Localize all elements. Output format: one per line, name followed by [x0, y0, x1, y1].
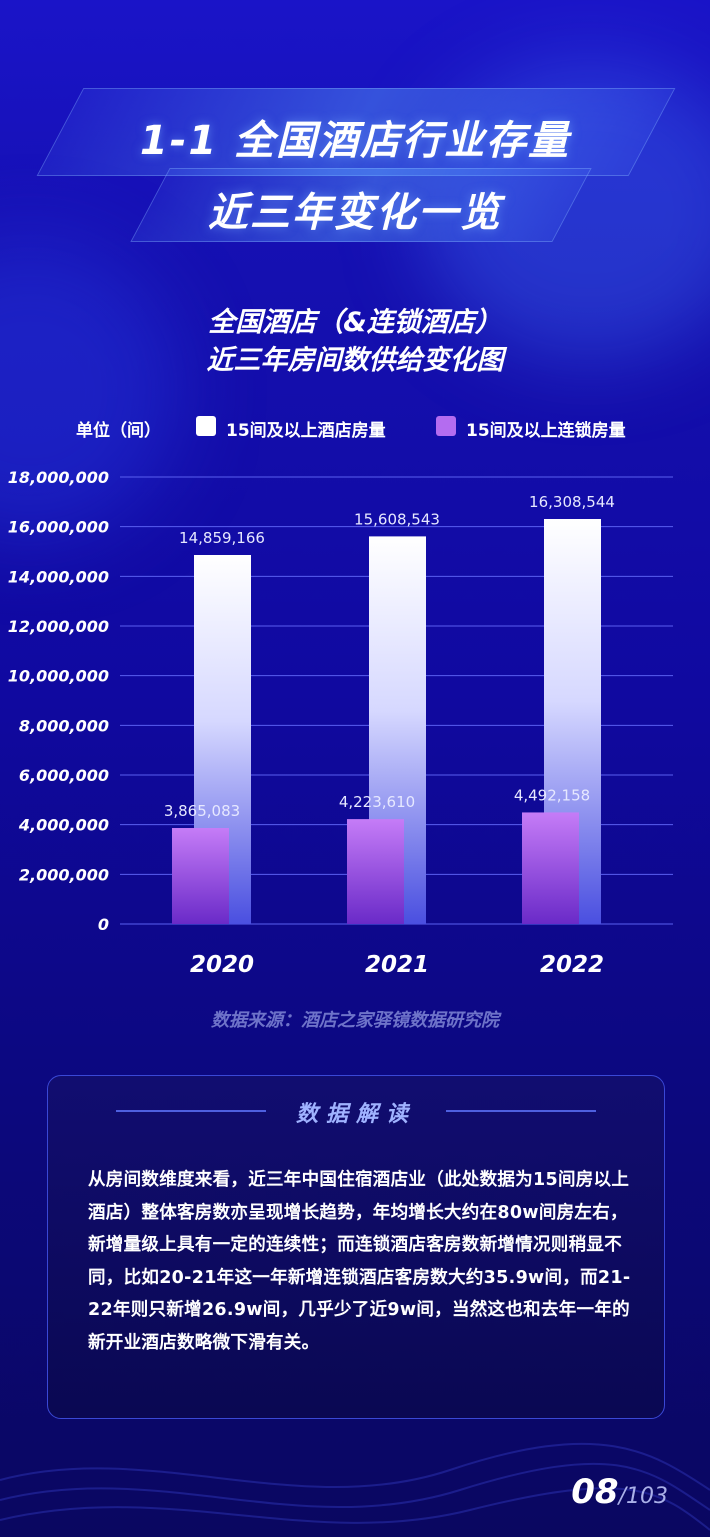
- y-tick-label: 6,000,000: [19, 766, 109, 785]
- y-tick-label: 2,000,000: [19, 865, 109, 884]
- y-tick-label: 4,000,000: [18, 816, 109, 835]
- legend-swatch-chains: [436, 416, 456, 436]
- data-label-chains: 3,865,083: [164, 802, 240, 820]
- data-label-chains: 4,223,610: [339, 793, 415, 811]
- legend-label-hotels: 15间及以上酒店房量: [226, 421, 386, 441]
- data-source: 数据来源：酒店之家驿镜数据研究院: [211, 1010, 499, 1031]
- legend-label-chains: 15间及以上连锁房量: [466, 421, 626, 441]
- data-interpretation-card: 数据解读 从房间数维度来看，近三年中国住宿酒店业（此处数据为15间房以上酒店）整…: [47, 1075, 665, 1419]
- card-title-rule-left: [116, 1110, 266, 1112]
- unit-label: 单位（间）: [76, 421, 161, 441]
- data-label-hotels: 15,608,543: [354, 510, 440, 528]
- data-label-chains: 4,492,158: [514, 786, 590, 804]
- y-tick-label: 12,000,000: [8, 617, 109, 636]
- data-label-hotels: 16,308,544: [529, 493, 615, 511]
- page-total: /103: [618, 1484, 668, 1509]
- bar-chains-2022: [522, 812, 579, 924]
- bar-chart: 0 2,000,000 4,000,000 6,000,000 8,000,000 10,…: [8, 468, 673, 978]
- chart-title-line1: 全国酒店（&连锁酒店）: [208, 307, 502, 338]
- page-current: 08: [571, 1472, 619, 1512]
- page-title-line2: 近三年变化一览: [208, 190, 502, 236]
- y-tick-label: 8,000,000: [19, 716, 109, 735]
- card-title-rule-right: [446, 1110, 596, 1112]
- bar-chains-2020: [172, 828, 229, 924]
- data-label-hotels: 14,859,166: [179, 529, 265, 547]
- page-title-line1: 1-1 全国酒店行业存量: [139, 118, 571, 164]
- y-tick-label: 14,000,000: [8, 567, 109, 586]
- x-tick-label: 2022: [540, 952, 604, 978]
- y-tick-label: 10,000,000: [8, 667, 109, 686]
- card-title: 数据解读: [295, 1102, 416, 1127]
- y-tick-label: 16,000,000: [8, 518, 109, 537]
- chart-title-line2: 近三年房间数供给变化图: [206, 345, 504, 376]
- x-tick-label: 2020: [190, 952, 254, 978]
- legend-swatch-hotels: [196, 416, 216, 436]
- wave-decoration: [0, 1442, 710, 1531]
- y-tick-label: 18,000,000: [8, 468, 109, 487]
- bar-chains-2021: [347, 819, 404, 924]
- y-tick-label: 0: [98, 915, 109, 934]
- page-indicator: 08/103: [571, 1472, 668, 1512]
- chart-legend: 单位（间） 15间及以上酒店房量 15间及以上连锁房量: [0, 410, 710, 444]
- card-body-text: 从房间数维度来看，近三年中国住宿酒店业（此处数据为15间房以上酒店）整体客房数亦…: [88, 1170, 631, 1353]
- x-tick-label: 2021: [365, 952, 429, 978]
